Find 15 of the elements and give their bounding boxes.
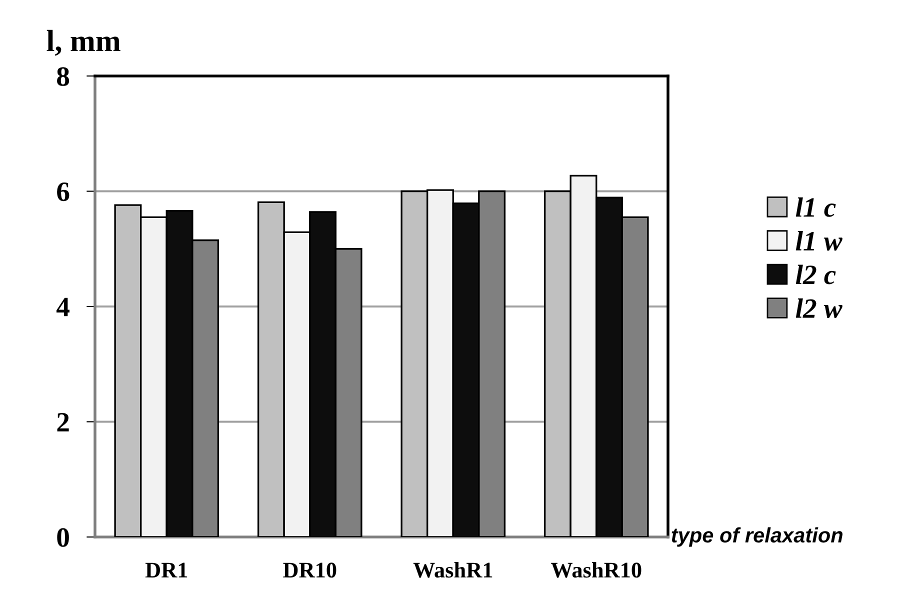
- x-axis-title: type of relaxation: [672, 527, 842, 547]
- legend-label: l1 c: [796, 197, 836, 217]
- x-tick-label: WashR10: [550, 562, 642, 578]
- y-tick-label: 4: [56, 298, 70, 316]
- legend-label: l2 c: [796, 264, 836, 284]
- y-tick-label: 8: [57, 67, 70, 86]
- legend-label: l1 w: [796, 231, 842, 251]
- y-tick-label: 6: [57, 182, 70, 202]
- x-tick-label: DR1: [145, 562, 188, 578]
- y-axis-title: l, mm: [46, 30, 120, 56]
- x-tick-label: DR10: [283, 562, 336, 578]
- y-tick-label: 2: [57, 412, 69, 432]
- legend-label: l2 w: [796, 298, 842, 318]
- x-tick-label: WashR1: [413, 562, 492, 578]
- y-tick-label: 0: [57, 528, 69, 547]
